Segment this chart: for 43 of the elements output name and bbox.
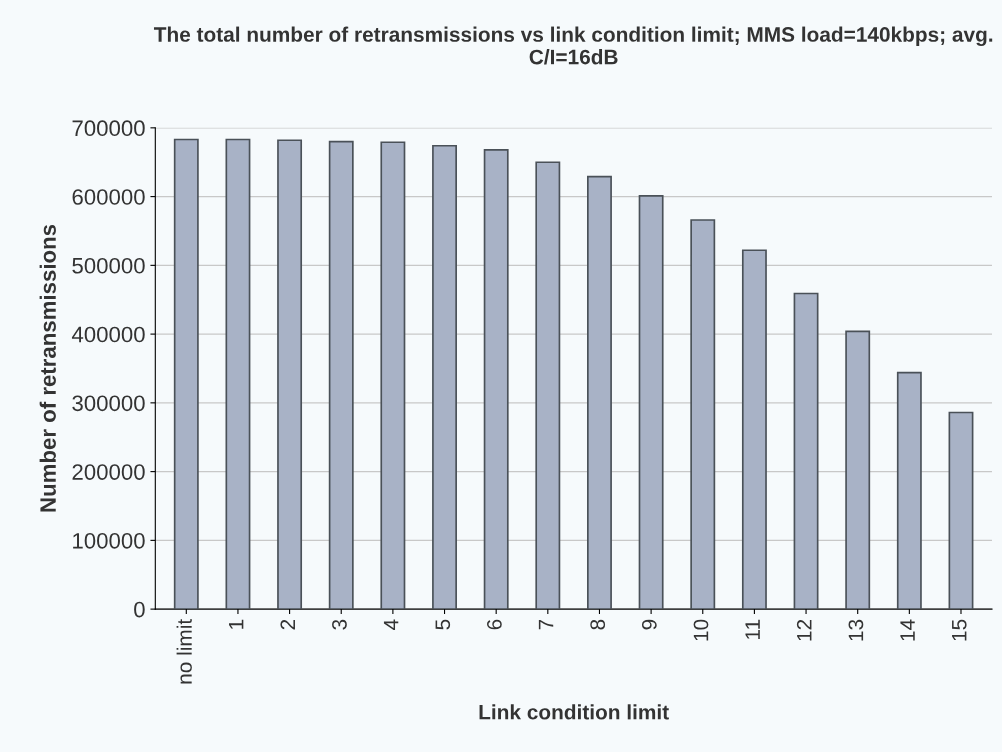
x-tick-label: 11 xyxy=(745,619,760,639)
x-tick-label: 14 xyxy=(900,619,915,641)
chart-title: The total number of retransmissions vs link condition limit; MMS load=140kbps; avg. C/I=16dB xyxy=(153,26,993,65)
y-tick-label: 600000 xyxy=(72,189,145,205)
y-tick-label: 300000 xyxy=(72,395,145,412)
bar xyxy=(741,249,767,610)
y-tick-label: 500000 xyxy=(72,257,145,274)
bar xyxy=(845,330,871,610)
x-tick-label: 4 xyxy=(383,619,399,630)
bar xyxy=(432,144,457,610)
bar xyxy=(587,175,612,610)
x-tick-label: 3 xyxy=(332,619,347,630)
bar xyxy=(225,138,251,610)
bar xyxy=(277,139,303,610)
x-tick-label: 15 xyxy=(952,619,967,641)
x-axis-title: Link condition limit xyxy=(479,704,669,720)
x-tick-label: 2 xyxy=(280,619,295,630)
x-tick-label: 12 xyxy=(796,619,812,641)
x-tick-label: 6 xyxy=(487,619,502,630)
y-tick-label: 0 xyxy=(134,601,145,618)
x-tick-label: 10 xyxy=(693,619,709,641)
y-axis-title: Number of retransmissions xyxy=(39,224,56,512)
x-tick-label: 9 xyxy=(641,619,657,630)
bar xyxy=(948,411,974,610)
bar xyxy=(896,371,922,610)
x-tick-label: 7 xyxy=(538,619,554,630)
y-tick-label: 400000 xyxy=(71,326,145,343)
bar xyxy=(173,138,199,610)
bar xyxy=(793,292,819,610)
y-tick-label: 700000 xyxy=(72,120,145,137)
x-tick-label: 5 xyxy=(435,619,451,630)
bar xyxy=(380,141,406,610)
x-tick-label: 1 xyxy=(229,619,244,629)
y-tick-label: 200000 xyxy=(72,464,145,480)
bar xyxy=(690,219,716,610)
x-tick-label: no limit xyxy=(176,618,192,684)
x-tick-label: 8 xyxy=(590,619,606,630)
bar xyxy=(535,161,561,610)
bar xyxy=(328,140,354,610)
y-tick-label: 100000 xyxy=(73,532,145,549)
bar xyxy=(638,195,664,610)
bar xyxy=(483,149,509,610)
x-tick-label: 13 xyxy=(848,619,864,641)
